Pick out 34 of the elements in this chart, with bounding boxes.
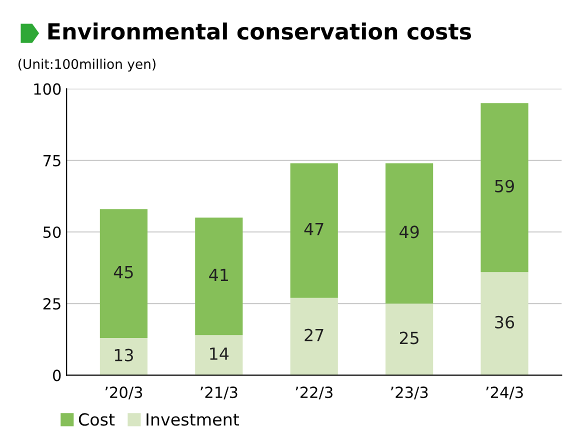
bar bbox=[195, 335, 243, 376]
bar bbox=[386, 163, 434, 304]
x-tick-label: ’22/3 bbox=[296, 386, 332, 400]
data-label: 49 bbox=[400, 226, 419, 238]
x-tick-label: ’24/3 bbox=[486, 386, 523, 400]
x-tick-label: ’23/3 bbox=[391, 386, 428, 400]
legend-label: Investment bbox=[146, 413, 240, 426]
data-label: 27 bbox=[304, 328, 324, 342]
data-label: 36 bbox=[495, 316, 514, 328]
x-tick-label: ’20/3 bbox=[105, 386, 142, 400]
y-tick-label: 75 bbox=[44, 155, 60, 166]
bar bbox=[290, 163, 338, 298]
legend-label: Cost bbox=[78, 413, 115, 426]
y-axis-title: (Unit:100million yen) bbox=[18, 58, 156, 72]
data-label: 59 bbox=[495, 180, 514, 192]
bar bbox=[290, 298, 338, 376]
bar bbox=[100, 209, 148, 338]
bar bbox=[386, 304, 434, 376]
data-label: 25 bbox=[400, 332, 418, 344]
data-label: 14 bbox=[210, 348, 229, 360]
bar bbox=[100, 338, 148, 376]
bar bbox=[480, 103, 528, 272]
x-tick-label: ’21/3 bbox=[200, 386, 238, 400]
y-tick-label: 25 bbox=[43, 298, 60, 310]
data-label: 47 bbox=[304, 223, 324, 236]
y-tick-label: 50 bbox=[43, 226, 61, 238]
chart-title: Environmental conservation costs bbox=[48, 22, 472, 40]
data-label: 45 bbox=[114, 266, 133, 278]
data-label: 41 bbox=[209, 268, 228, 281]
bar bbox=[480, 272, 528, 376]
y-tick-label: 100 bbox=[34, 83, 61, 95]
y-tick-label: 0 bbox=[53, 370, 61, 382]
data-label: 13 bbox=[114, 348, 133, 362]
bar bbox=[195, 218, 243, 336]
